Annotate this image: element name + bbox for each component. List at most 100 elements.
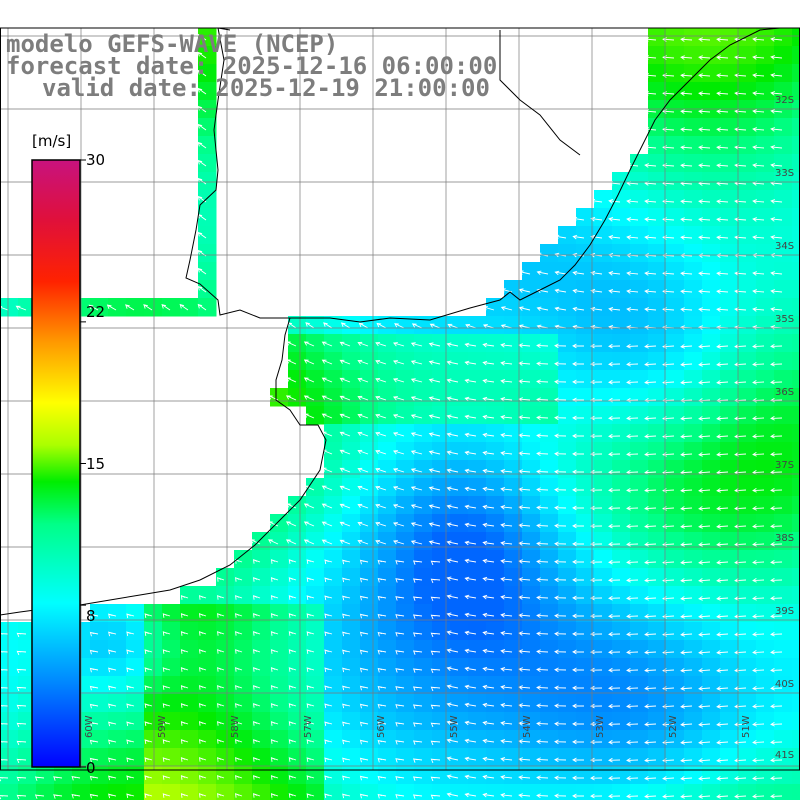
wind-arrow [698,416,711,421]
wind-cell [666,604,685,623]
wind-cell [0,622,19,641]
wind-arrow [644,37,657,42]
wind-cell [234,622,253,641]
wind-cell [522,784,541,800]
wind-arrow [108,685,117,691]
wind-arrow [393,432,405,437]
wind-cell [198,244,217,263]
wind-arrow [235,594,243,600]
wind-cell [0,730,19,749]
wind-cell [324,388,343,407]
wind-cell [684,496,703,515]
wind-arrow [144,775,153,780]
wind-cell [486,550,505,569]
wind-arrow [752,704,765,709]
wind-cell [774,388,793,407]
wind-cell [450,604,469,623]
wind-cell [630,532,649,551]
wind-arrow [752,37,765,42]
wind-cell [576,766,595,785]
wind-cell [522,370,541,389]
wind-cell [216,694,235,713]
wind-cell [576,424,595,443]
wind-cell [792,424,800,443]
wind-arrow [608,415,621,421]
wind-cell [756,568,775,587]
wind-cell [288,352,307,371]
wind-cell [522,406,541,425]
wind-cell [414,496,433,515]
wind-cell [756,388,775,407]
wind-cell [648,352,667,371]
wind-arrow [108,613,117,619]
wind-arrow [698,289,711,294]
wind-cell [486,496,505,515]
wind-cell [702,208,721,227]
wind-arrow [412,776,423,781]
wind-cell [684,370,703,389]
wind-cell [414,658,433,677]
wind-cell [666,244,685,263]
wind-cell [792,406,800,425]
wind-arrow [770,757,783,763]
wind-arrow [482,522,495,528]
wind-arrow [375,522,387,527]
wind-cell [486,622,505,641]
wind-arrow [359,667,369,673]
wind-arrow [572,415,585,421]
wind-cell [648,316,667,335]
wind-cell [432,406,451,425]
wind-cell [306,748,325,767]
wind-arrow [644,344,657,349]
wind-arrow [644,145,657,150]
wind-cell [648,658,667,677]
wind-arrow [430,794,441,800]
wind-arrow [15,305,27,311]
wind-arrow [644,506,657,511]
wind-arrow [572,685,585,691]
wind-arrow [375,396,387,401]
wind-arrow [518,270,531,275]
wind-cell [198,172,217,191]
wind-cell [540,352,559,371]
wind-cell [612,424,631,443]
wind-arrow [303,377,315,383]
wind-cell [324,514,343,533]
wind-arrow [698,73,711,78]
wind-arrow [554,343,567,349]
wind-cell [540,316,559,335]
wind-arrow [324,613,333,619]
wind-cell [684,154,703,173]
wind-cell [90,712,109,731]
wind-arrow [0,777,9,782]
wind-arrow [217,720,225,726]
wind-arrow [680,380,693,385]
wind-arrow [482,450,495,456]
wind-arrow [500,397,513,402]
wind-cell [630,442,649,461]
wind-arrow [500,415,513,420]
wind-arrow [250,539,261,545]
wind-arrow [698,542,711,547]
wind-cell [630,568,649,587]
wind-cell [648,532,667,551]
wind-arrow [324,775,333,781]
wind-arrow [305,322,315,329]
wind-arrow [680,37,693,42]
wind-cell [324,532,343,551]
lat-label: 34S [775,241,795,252]
wind-arrow [198,739,207,744]
wind-cell [774,370,793,389]
wind-arrow [500,433,513,438]
wind-cell [576,352,595,371]
wind-cell [630,712,649,731]
wind-cell [756,658,775,677]
wind-cell [342,334,361,353]
wind-cell [522,352,541,371]
wind-arrow [680,109,693,114]
wind-arrow [324,721,333,727]
wind-cell [594,316,613,335]
wind-arrow [288,577,297,582]
wind-arrow [198,649,207,654]
wind-cell [612,334,631,353]
